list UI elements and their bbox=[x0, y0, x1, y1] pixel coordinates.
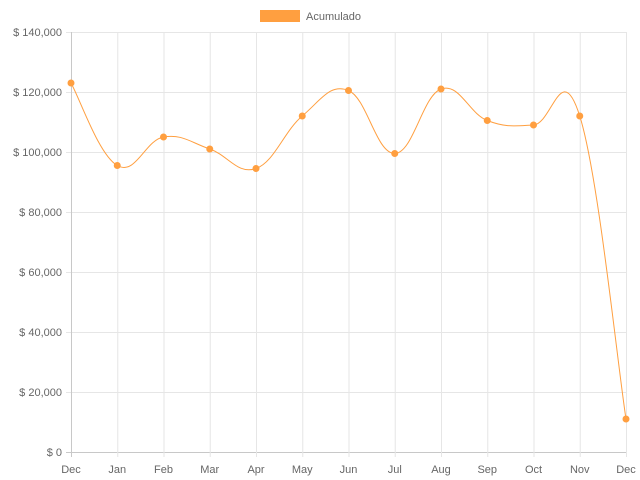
y-tick-label: $ 40,000 bbox=[19, 327, 62, 339]
y-tick-label: $ 140,000 bbox=[13, 27, 62, 39]
x-tick-label: Sep bbox=[477, 464, 497, 476]
data-point[interactable] bbox=[391, 150, 399, 157]
data-point[interactable] bbox=[67, 79, 75, 87]
axes: $ 0 $ 20,000 $ 40,000 $ 60,000 $ 80,000 $ 100… bbox=[13, 27, 636, 476]
x-tick-label: Jan bbox=[108, 464, 126, 476]
data-point[interactable] bbox=[298, 112, 306, 120]
x-tick-label: Feb bbox=[154, 464, 173, 476]
data-point[interactable] bbox=[113, 162, 121, 169]
x-tick-label: Mar bbox=[200, 464, 219, 476]
legend-label[interactable]: Acumulado bbox=[306, 11, 361, 23]
data-point[interactable] bbox=[437, 85, 445, 93]
x-tick-label: Aug bbox=[431, 464, 451, 476]
x-tick-label: Oct bbox=[525, 464, 542, 476]
grid bbox=[66, 32, 627, 457]
x-tick-label: May bbox=[292, 464, 313, 476]
x-tick-label: Dec bbox=[616, 464, 636, 476]
data-point[interactable] bbox=[530, 121, 537, 129]
y-tick-label: $ 0 bbox=[47, 447, 62, 459]
x-tick-label: Dec bbox=[61, 464, 81, 476]
data-point[interactable] bbox=[206, 145, 214, 153]
x-tick-label: Apr bbox=[247, 464, 264, 476]
series-acumulado bbox=[67, 79, 630, 423]
y-tick-label: $ 100,000 bbox=[13, 147, 62, 159]
y-tick-label: $ 80,000 bbox=[19, 207, 62, 219]
x-tick-label: Jul bbox=[388, 464, 402, 476]
data-point[interactable] bbox=[483, 117, 491, 124]
legend[interactable]: Acumulado bbox=[260, 10, 361, 23]
legend-swatch[interactable] bbox=[260, 10, 300, 22]
data-point[interactable] bbox=[622, 415, 630, 423]
y-tick-label: $ 120,000 bbox=[13, 87, 62, 99]
data-point[interactable] bbox=[576, 112, 584, 120]
y-tick-label: $ 60,000 bbox=[19, 267, 62, 279]
x-tick-label: Nov bbox=[570, 464, 590, 476]
data-point[interactable] bbox=[345, 87, 352, 94]
y-tick-label: $ 20,000 bbox=[19, 387, 62, 399]
data-point[interactable] bbox=[160, 133, 167, 141]
data-point[interactable] bbox=[252, 165, 260, 172]
x-tick-label: Jun bbox=[340, 464, 358, 476]
